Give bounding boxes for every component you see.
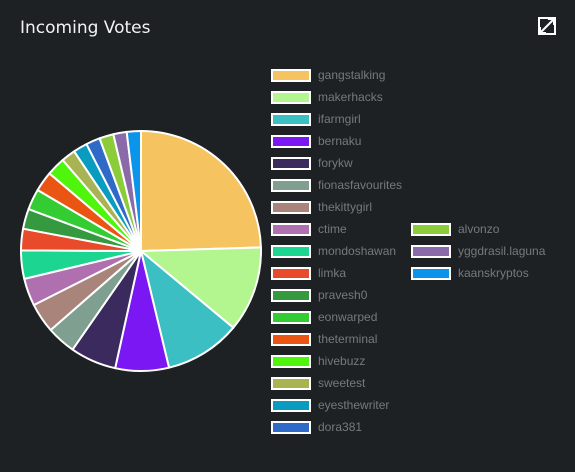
legend-swatch (271, 376, 311, 390)
legend-label: eonwarped (318, 310, 378, 324)
legend-label: thekittygirl (318, 200, 373, 214)
legend-label: theterminal (318, 332, 378, 346)
legend-item-theterminal[interactable]: theterminal (271, 332, 377, 346)
legend-item-makerhacks[interactable]: makerhacks (271, 90, 383, 104)
legend-item-pravesh0[interactable]: pravesh0 (271, 288, 367, 302)
legend-swatch (271, 112, 311, 126)
pie-slice-ifarmgirl[interactable] (140, 250, 235, 369)
legend-label: kaanskryptos (458, 266, 529, 280)
legend-swatch (271, 178, 311, 192)
legend-label: gangstalking (318, 68, 386, 82)
legend-label: dora381 (318, 420, 363, 434)
legend-swatch (271, 90, 311, 104)
legend-swatch (271, 134, 311, 148)
legend-item-bernaku[interactable]: bernaku (271, 134, 361, 148)
legend-swatch (271, 222, 311, 236)
legend-swatch (271, 354, 311, 368)
legend-item-dora381[interactable]: dora381 (271, 420, 362, 434)
legend-item-ctime[interactable]: ctime (271, 222, 347, 236)
legend-label: pravesh0 (318, 288, 368, 302)
pie-slice-makerhacks[interactable] (140, 246, 262, 329)
legend-swatch (411, 222, 451, 236)
legend-swatch (271, 266, 311, 280)
legend-label: makerhacks (318, 90, 383, 104)
legend-item-eonwarped[interactable]: eonwarped (271, 310, 377, 324)
legend-item-forykw[interactable]: forykw (271, 156, 353, 170)
legend-swatch (271, 310, 311, 324)
legend-item-thekittygirl[interactable]: thekittygirl (271, 200, 372, 214)
legend-item-limka[interactable]: limka (271, 266, 346, 280)
legend-label: ctime (318, 222, 347, 236)
legend-label: yggdrasil.laguna (458, 244, 546, 258)
legend-swatch (411, 244, 451, 258)
legend-label: eyesthewriter (318, 398, 390, 412)
legend-label: bernaku (318, 134, 362, 148)
legend-item-eyesthewriter[interactable]: eyesthewriter (271, 398, 389, 412)
legend-label: hivebuzz (318, 354, 366, 368)
legend-label: alvonzo (458, 222, 500, 236)
legend-item-mondoshawan[interactable]: mondoshawan (271, 244, 396, 258)
legend-swatch (271, 420, 311, 434)
legend-item-alvonzo[interactable]: alvonzo (411, 222, 499, 236)
legend-item-fionasfavourites[interactable]: fionasfavourites (271, 178, 402, 192)
legend-item-kaanskryptos[interactable]: kaanskryptos (411, 266, 529, 280)
legend-label: limka (318, 266, 347, 280)
legend-swatch (271, 332, 311, 346)
pie-slice-gangstalking[interactable] (140, 130, 262, 252)
legend-label: mondoshawan (318, 244, 397, 258)
legend-item-yggdrasil.laguna[interactable]: yggdrasil.laguna (411, 244, 545, 258)
pie-slice-kaanskryptos[interactable] (125, 130, 142, 252)
legend-swatch (271, 156, 311, 170)
expand-icon[interactable] (538, 17, 556, 35)
legend-item-sweetest[interactable]: sweetest (271, 376, 365, 390)
legend-item-hivebuzz[interactable]: hivebuzz (271, 354, 365, 368)
legend-item-gangstalking[interactable]: gangstalking (271, 68, 385, 82)
chart-title: Incoming Votes (20, 18, 151, 38)
legend-swatch (271, 68, 311, 82)
legend-label: ifarmgirl (318, 112, 361, 126)
legend-item-ifarmgirl[interactable]: ifarmgirl (271, 112, 361, 126)
legend-swatch (271, 398, 311, 412)
legend-label: fionasfavourites (318, 178, 403, 192)
legend-label: forykw (318, 156, 353, 170)
legend-swatch (271, 288, 311, 302)
legend-swatch (411, 266, 451, 280)
legend-label: sweetest (318, 376, 366, 390)
legend-swatch (271, 244, 311, 258)
legend-swatch (271, 200, 311, 214)
